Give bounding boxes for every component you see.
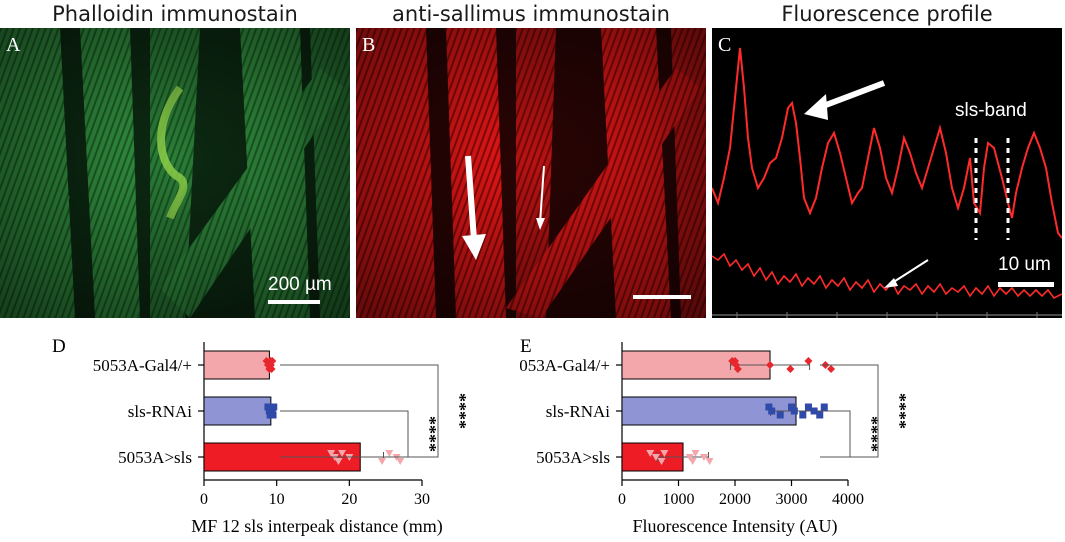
significance-stars-inner: **** [862, 416, 882, 452]
x-tick-label: 2000 [719, 491, 751, 508]
data-point [810, 407, 818, 415]
x-tick-label: 1000 [663, 491, 695, 508]
data-point [820, 403, 828, 411]
panel-a-title: Phalloidin immunostain [52, 2, 298, 26]
chart-e: E 0 1000 2000 3000 4000 Fluorescence Intensity… [520, 336, 910, 537]
data-point [660, 450, 669, 457]
profile-trace-upper [712, 47, 1062, 239]
panel-b-arrow-small [536, 165, 545, 230]
data-point [688, 458, 697, 465]
data-point [334, 458, 343, 465]
data-point [651, 454, 660, 461]
data-point [804, 403, 812, 411]
data-point [646, 450, 655, 457]
panel-b-scale-bar [633, 295, 691, 299]
data-point [733, 365, 742, 373]
data-point [790, 407, 798, 415]
bar [203, 396, 272, 426]
panel-a-scale-label: 200 µm [268, 274, 332, 295]
data-point [657, 458, 666, 465]
panel-c-arrow-small [884, 259, 929, 288]
panel-a-micrograph: A 200 µm [0, 28, 350, 318]
significance-stars-outer: **** [890, 393, 910, 429]
panel-c-title: Fluorescence profile [781, 2, 993, 26]
data-point [827, 365, 836, 373]
data-point [804, 357, 813, 365]
data-point [378, 458, 387, 465]
data-point [265, 407, 273, 415]
data-point [816, 411, 824, 419]
panel-c-scale-label: 10 um [998, 254, 1051, 275]
data-point [731, 357, 739, 365]
panel-b-arrow-large [462, 155, 486, 260]
data-point [396, 458, 405, 465]
panel-c-scale-bar [998, 282, 1054, 287]
category-label: 5053A-Gal4/+ [93, 356, 192, 375]
significance-bracket-outer [280, 364, 439, 458]
panel-a-scale-bar [268, 300, 320, 304]
bar [621, 396, 797, 426]
data-point [685, 454, 694, 461]
panel-letter: D [52, 336, 66, 357]
profile-plot [712, 28, 1062, 318]
x-axis-label: MF 12 sls interpeak distance (mm) [191, 516, 442, 537]
x-tick-label: 0 [200, 491, 208, 508]
x-axis-label: Fluorescence Intensity (AU) [633, 516, 838, 537]
panel-b-letter: B [362, 34, 376, 56]
data-point [766, 361, 775, 369]
panel-letter: E [520, 336, 532, 357]
data-point [776, 411, 784, 419]
category-label: 5053A>sls [118, 448, 192, 467]
red-fiber-image [356, 28, 706, 318]
data-point [268, 411, 276, 419]
data-point [799, 411, 807, 419]
band-label: sls-band [955, 100, 1027, 121]
category-label: 5053A-Gal4/+ [520, 356, 610, 375]
significance-stars-outer: **** [450, 393, 470, 429]
category-label: 5053A>sls [536, 448, 610, 467]
category-label: sls-RNAi [128, 402, 193, 421]
chart-d: D 0 10 20 30 MF 12 sls interpeak distance (mm… [52, 336, 470, 537]
data-point [385, 450, 394, 457]
significance-bracket-inner [820, 410, 851, 458]
panel-c-arrow-large [804, 80, 886, 120]
profile-trace-lower [712, 252, 1062, 300]
data-point [699, 454, 708, 461]
data-point [786, 365, 795, 373]
x-tick-label: 30 [414, 491, 430, 508]
panel-b-micrograph: B [356, 28, 706, 318]
green-fiber-image [0, 28, 350, 318]
data-point [765, 403, 773, 411]
data-point [266, 357, 275, 365]
data-point [270, 403, 278, 411]
significance-bracket-outer [820, 364, 879, 458]
panel-c-letter: C [718, 34, 732, 56]
category-label: sls-RNAi [546, 402, 611, 421]
data-point [705, 458, 714, 465]
panel-b-title: anti-sallimus immunostain [392, 2, 670, 26]
x-tick-label: 20 [341, 491, 357, 508]
data-point [691, 450, 700, 457]
data-point [768, 407, 776, 415]
data-point [338, 450, 347, 457]
bar [203, 350, 270, 380]
x-tick-label: 3000 [776, 491, 808, 508]
panel-c-bottom-axis [712, 312, 1062, 318]
panel-a-letter: A [6, 34, 21, 56]
data-point [788, 403, 795, 411]
significance-stars-inner: **** [420, 416, 440, 452]
x-tick-label: 0 [618, 491, 626, 508]
x-tick-label: 10 [269, 491, 285, 508]
data-point [265, 365, 274, 373]
data-point [327, 450, 336, 457]
panel-c-profile: C sls-band 10 um [712, 28, 1062, 318]
x-tick-label: 4000 [832, 491, 864, 508]
